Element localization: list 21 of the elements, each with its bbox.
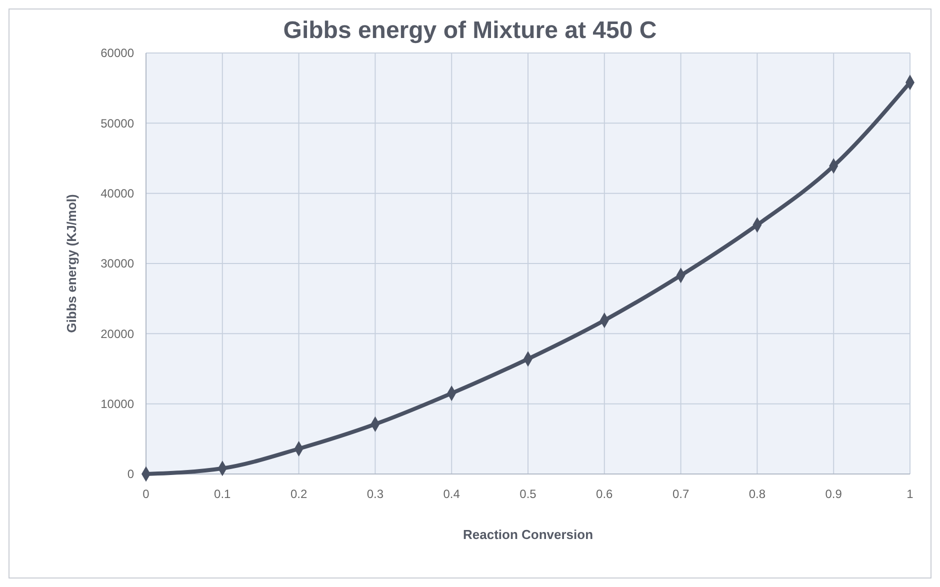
- y-tick-label: 10000: [100, 397, 134, 412]
- chart-title: Gibbs energy of Mixture at 450 C: [283, 17, 657, 44]
- x-tick-label: 0.8: [748, 487, 766, 501]
- x-tick-label: 0.4: [443, 487, 460, 501]
- x-tick-label: 1: [906, 487, 914, 501]
- x-tick-label: 0.6: [596, 487, 614, 501]
- x-tick-label: 0.2: [290, 487, 308, 501]
- x-tick-label: 0.3: [366, 487, 384, 501]
- x-tick-label: 0: [142, 487, 150, 501]
- x-axis-title: Reaction Conversion: [462, 527, 594, 542]
- y-tick-label: 40000: [100, 186, 134, 201]
- x-tick-label: 0.9: [825, 487, 842, 501]
- x-tick-label: 0.5: [520, 487, 537, 501]
- x-tick-label: 0.7: [672, 487, 690, 501]
- y-tick-label: 30000: [100, 256, 134, 271]
- y-tick-label: 60000: [100, 46, 134, 60]
- y-tick-label: 20000: [100, 326, 134, 341]
- y-axis-title: Gibbs energy (KJ/mol): [64, 194, 79, 333]
- y-tick-label: 0: [127, 467, 134, 482]
- x-tick-label: 0.1: [214, 487, 232, 501]
- y-tick-label: 50000: [100, 116, 134, 130]
